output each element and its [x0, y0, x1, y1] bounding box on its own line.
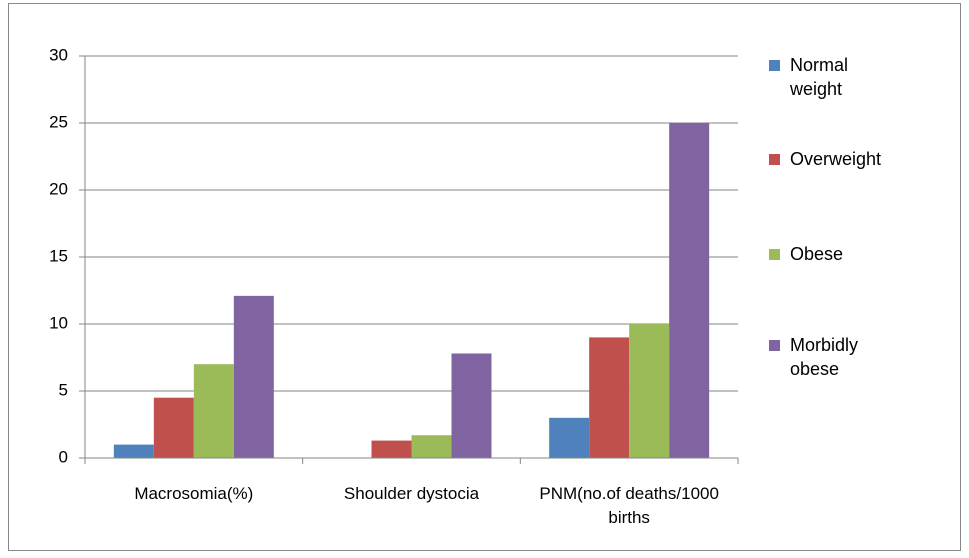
bar [411, 435, 452, 458]
bar [589, 337, 630, 458]
legend-label: Obese [790, 244, 844, 264]
x-tick-label: PNM(no.of deaths/1000 births [539, 484, 719, 527]
legend-label: Normal weight [790, 55, 849, 99]
y-tick-label: 15 [49, 246, 68, 265]
y-tick-label: 20 [49, 179, 68, 198]
legend-label: Morbidly obese [790, 335, 859, 379]
y-tick-label: 10 [49, 313, 68, 332]
bar [371, 440, 412, 458]
legend-swatch [769, 340, 780, 351]
chart-border [8, 3, 961, 551]
x-tick-label: Shoulder dystocia [343, 484, 480, 503]
y-tick-label: 30 [49, 45, 68, 64]
y-tick-label: 0 [59, 447, 68, 466]
bar [451, 353, 492, 458]
bar [669, 123, 710, 458]
legend-label: Overweight [790, 149, 882, 169]
bar [629, 324, 670, 458]
legend-swatch [769, 249, 780, 260]
bar [113, 444, 154, 458]
legend-swatch [769, 60, 780, 71]
bar [153, 397, 194, 458]
y-tick-label: 25 [49, 112, 68, 131]
bar [193, 364, 234, 458]
bar [233, 295, 274, 458]
bar [549, 417, 590, 458]
y-tick-label: 5 [59, 380, 68, 399]
legend-swatch [769, 154, 780, 165]
x-tick-label: Macrosomia(%) [134, 484, 254, 503]
